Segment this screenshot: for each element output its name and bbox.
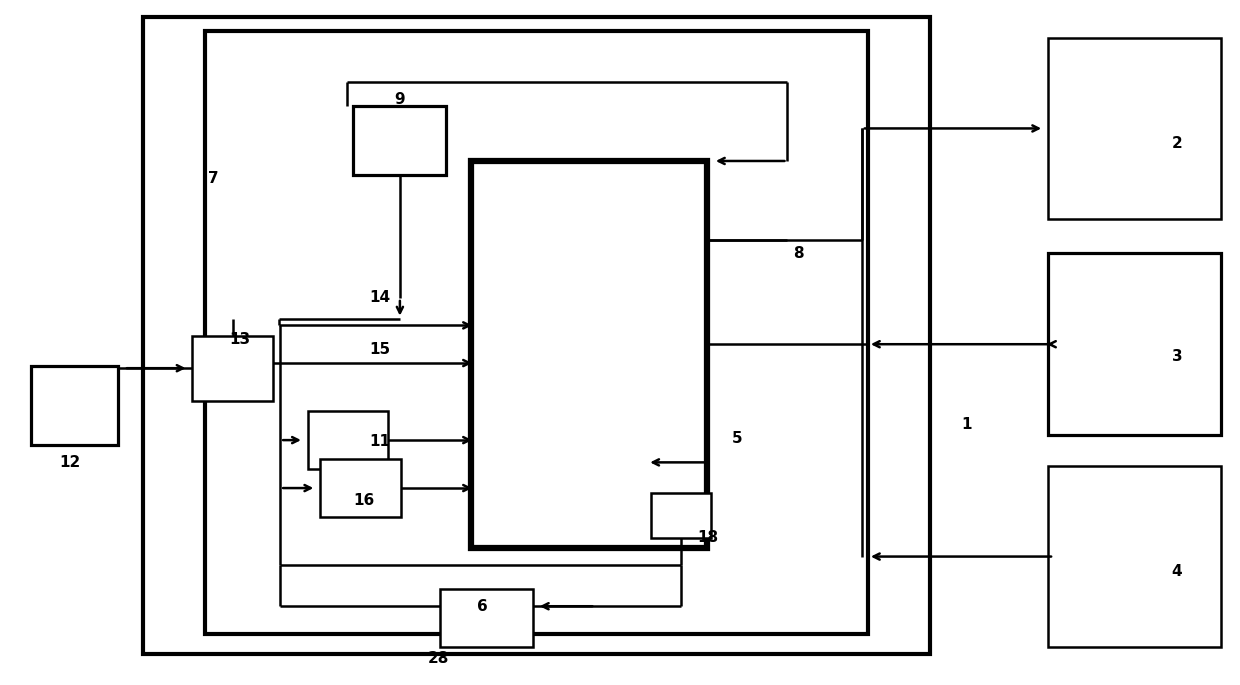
Bar [320, 459, 401, 517]
Bar [205, 31, 868, 634]
Text: 14: 14 [370, 290, 391, 306]
Bar [308, 411, 388, 469]
Text: 3: 3 [1172, 349, 1183, 364]
Bar [353, 106, 446, 175]
Text: 7: 7 [208, 171, 219, 186]
Bar [143, 17, 930, 654]
Text: 13: 13 [229, 332, 250, 347]
Bar [651, 493, 711, 538]
Text: 9: 9 [394, 92, 405, 107]
Text: 18: 18 [697, 530, 718, 545]
Text: 11: 11 [370, 434, 391, 449]
Bar [1048, 38, 1221, 219]
Text: 16: 16 [353, 493, 374, 508]
Bar [471, 161, 707, 548]
Text: 4: 4 [1172, 564, 1183, 580]
Text: 12: 12 [60, 455, 81, 470]
Bar [1048, 466, 1221, 647]
Text: 8: 8 [794, 246, 805, 261]
Text: 5: 5 [732, 431, 743, 446]
Text: 28: 28 [428, 651, 449, 667]
Bar [192, 336, 273, 401]
Text: 1: 1 [961, 417, 971, 432]
Text: 15: 15 [370, 342, 391, 357]
Bar [31, 366, 118, 445]
Bar [1048, 253, 1221, 435]
Bar [440, 589, 533, 647]
Text: 6: 6 [477, 599, 489, 614]
Text: 2: 2 [1172, 136, 1183, 151]
